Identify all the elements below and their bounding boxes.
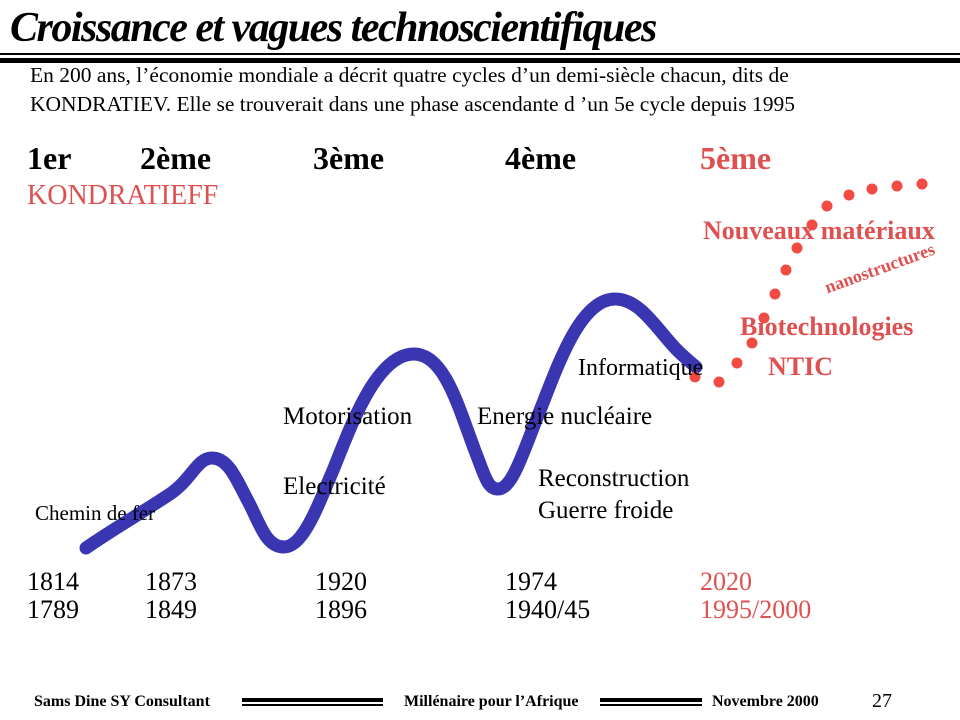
footer-separator-left: [242, 698, 383, 706]
footer-separator-right: [600, 698, 702, 706]
intro-line-1: En 200 ans, l’économie mondiale a décrit…: [30, 63, 789, 87]
year-peak-2: 1873: [145, 567, 197, 596]
years-wave-4: 1974 1940/45: [505, 568, 590, 624]
kondratiev-wave-curve: [79, 292, 703, 555]
year-start-5: 1995/2000: [700, 595, 812, 624]
footer-author: Sams Dine SY Consultant: [34, 693, 210, 710]
title-underline-rule: [0, 53, 960, 63]
label-reconstruction-line2: Guerre froide: [538, 497, 674, 524]
ordinal-1er: 1er: [27, 140, 72, 176]
label-energie-nucleaire: Energie nucléaire: [477, 403, 653, 430]
ordinal-5eme: 5ème: [700, 140, 772, 176]
label-ntic: NTIC: [768, 352, 834, 381]
year-start-4: 1940/45: [505, 595, 591, 624]
page-number: 27: [872, 690, 892, 712]
year-peak-3: 1920: [315, 567, 367, 596]
label-informatique: Informatique: [578, 355, 704, 381]
years-wave-2: 1873 1849: [145, 568, 197, 624]
fifth-wave-dotted-curve: [689, 178, 928, 388]
year-start-3: 1896: [315, 595, 367, 624]
slide-title: Croissance et vagues technoscientifiques: [10, 5, 657, 51]
year-peak-1: 1814: [27, 567, 79, 596]
label-electricite: Electricité: [283, 473, 386, 500]
label-chemin-de-fer: Chemin de fer: [35, 501, 156, 525]
label-biotechnologies: Biotechnologies: [740, 312, 914, 341]
ordinal-3eme: 3ème: [313, 140, 385, 176]
year-peak-4: 1974: [505, 567, 557, 596]
intro-line-2: KONDRATIEV. Elle se trouverait dans une …: [30, 92, 796, 116]
year-start-2: 1849: [145, 595, 197, 624]
years-wave-1: 1814 1789: [27, 568, 79, 624]
kondratieff-label: KONDRATIEFF: [27, 180, 219, 211]
years-wave-5: 2020 1995/2000: [700, 568, 811, 624]
years-wave-3: 1920 1896: [315, 568, 367, 624]
year-peak-5: 2020: [700, 567, 752, 596]
label-reconstruction-line1: Reconstruction: [538, 465, 690, 492]
label-reconstruction: Reconstruction Guerre froide: [538, 463, 689, 527]
footer-event: Millénaire pour l’Afrique: [404, 693, 579, 710]
ordinal-4eme: 4ème: [505, 140, 577, 176]
year-start-1: 1789: [27, 595, 79, 624]
label-nouveaux-materiaux: Nouveaux matériaux: [703, 216, 935, 245]
ordinal-2eme: 2ème: [140, 140, 212, 176]
intro-paragraph: En 200 ans, l’économie mondiale a décrit…: [30, 61, 795, 119]
footer-date: Novembre 2000: [712, 693, 819, 710]
label-motorisation: Motorisation: [283, 403, 413, 430]
